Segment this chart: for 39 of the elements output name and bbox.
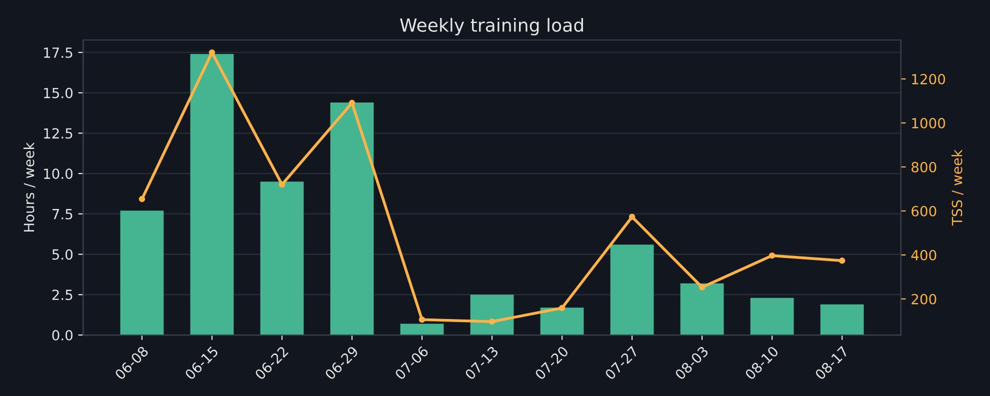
point [488, 318, 496, 325]
y-tick-label: 0.0 [52, 330, 73, 340]
point [838, 258, 846, 264]
y2-tick-label: 200 [912, 294, 936, 304]
bar [120, 210, 164, 336]
point [558, 304, 566, 312]
y-tick-label: 12.5 [44, 128, 72, 139]
chart-title: Weekly training load [400, 18, 583, 36]
point [698, 284, 706, 290]
bar [820, 304, 864, 336]
y-tick-label: 2.5 [52, 290, 72, 300]
bar [680, 283, 724, 336]
y2-tick-label: 600 [912, 206, 936, 216]
y2-tick-label: 1200 [912, 74, 946, 84]
bar [400, 324, 444, 336]
point [138, 196, 146, 202]
y-tick-label: 17.5 [44, 48, 72, 58]
y-tick-label: 7.5 [52, 209, 72, 220]
bar [470, 294, 514, 336]
y-axis-title: Hours / week [24, 142, 36, 232]
y2-axis-title: TSS / week [952, 149, 964, 226]
bar [540, 308, 584, 336]
y-tick-label: 10.0 [44, 168, 73, 180]
point [348, 100, 356, 106]
y2-tick-label: 1000 [912, 118, 946, 128]
bar [610, 244, 654, 336]
bar [190, 54, 234, 336]
y-tick-label: 15.0 [44, 88, 73, 98]
bar [330, 102, 374, 336]
y2-tick-label: 400 [911, 250, 936, 260]
bar [260, 182, 304, 336]
point [418, 316, 426, 323]
bar [750, 298, 794, 336]
point [628, 214, 636, 220]
y-tick-label: 5.0 [52, 249, 73, 260]
point [208, 49, 216, 56]
y2-tick-label: 800 [912, 162, 936, 172]
point [768, 252, 776, 259]
point [278, 181, 286, 188]
